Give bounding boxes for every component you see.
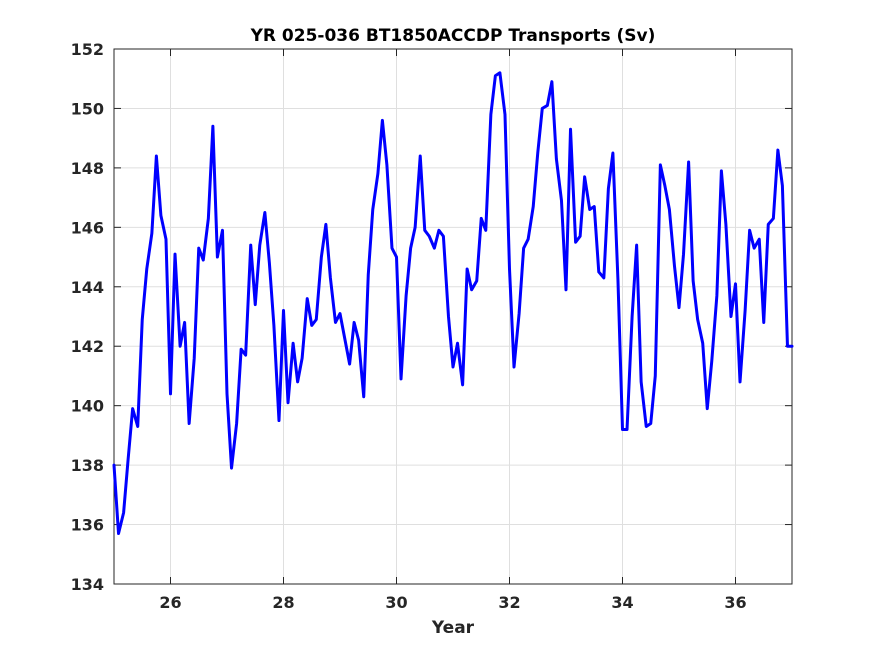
grid-lines xyxy=(114,48,792,585)
y-tick-label: 152 xyxy=(71,40,104,59)
x-tick-label: 36 xyxy=(724,593,746,612)
x-tick-label: 34 xyxy=(611,593,633,612)
chart-title: YR 025-036 BT1850ACCDP Transports (Sv) xyxy=(250,26,656,46)
y-tick-label: 148 xyxy=(71,159,104,178)
y-tick-label: 142 xyxy=(71,337,104,356)
x-axis-label: Year xyxy=(431,618,475,638)
x-tick-label: 30 xyxy=(385,593,407,612)
series-line xyxy=(112,71,794,535)
tick-labels: 26 28 30 32 34 36 134 136 138 140 142 144 146 148 150 1… xyxy=(71,40,747,612)
y-tick-label: 136 xyxy=(71,516,104,535)
series-layer xyxy=(112,71,794,535)
y-tick-label: 150 xyxy=(71,99,104,118)
plot-area-frame xyxy=(113,48,793,585)
x-tick-label: 26 xyxy=(159,593,181,612)
y-tick-label: 134 xyxy=(71,575,104,594)
y-tick-label: 140 xyxy=(71,397,104,416)
x-tick-label: 32 xyxy=(498,593,520,612)
y-tick-label: 146 xyxy=(71,218,104,237)
y-tick-label: 144 xyxy=(71,278,104,297)
y-tick-label: 138 xyxy=(71,456,104,475)
axis-ticks xyxy=(114,48,792,585)
x-tick-label: 28 xyxy=(272,593,294,612)
